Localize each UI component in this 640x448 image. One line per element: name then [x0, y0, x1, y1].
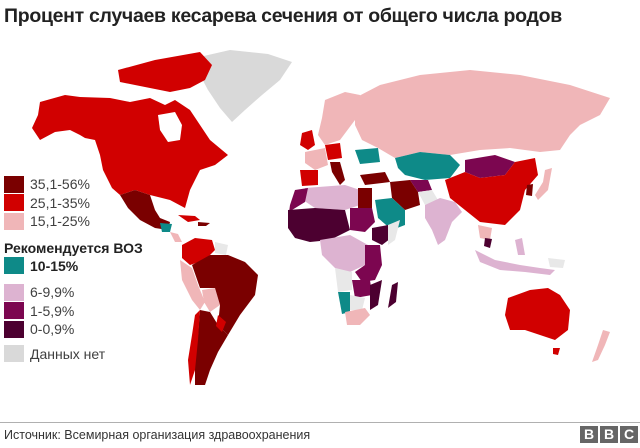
bbc-logo-letter: B: [580, 426, 598, 443]
region-west-africa[interactable]: [288, 208, 350, 242]
legend-item: 15,1-25%: [4, 212, 143, 231]
legend-item: 25,1-35%: [4, 194, 143, 213]
region-northern-europe[interactable]: [318, 92, 360, 145]
region-central-america-teal[interactable]: [160, 223, 172, 232]
region-central-asia[interactable]: [410, 180, 432, 192]
region-somalia[interactable]: [388, 220, 400, 245]
region-peru[interactable]: [180, 260, 205, 310]
region-madagascar[interactable]: [388, 282, 398, 308]
legend-swatch: [4, 345, 24, 363]
region-brazil[interactable]: [192, 255, 258, 335]
region-italy[interactable]: [330, 162, 345, 185]
legend-swatch: [4, 194, 24, 212]
legend-item: 0-0,9%: [4, 320, 143, 339]
legend-label: 15,1-25%: [30, 213, 90, 230]
legend-swatch: [4, 283, 24, 301]
region-botswana[interactable]: [350, 295, 365, 310]
legend-label: Данных нет: [30, 345, 106, 362]
legend-swatch: [4, 320, 24, 338]
source-text: Источник: Всемирная организация здравоох…: [4, 428, 311, 442]
region-china[interactable]: [445, 158, 538, 225]
region-greenland[interactable]: [195, 50, 292, 122]
bbc-logo-letter: B: [600, 426, 618, 443]
region-namibia[interactable]: [338, 292, 350, 314]
legend-item: 10-15%: [4, 257, 143, 276]
legend-swatch: [4, 212, 24, 230]
region-north-america[interactable]: [80, 97, 228, 208]
legend-label: 10-15%: [30, 257, 79, 274]
page-title: Процент случаев кесарева сечения от обще…: [4, 5, 562, 27]
region-north-africa[interactable]: [303, 185, 360, 210]
region-mozambique[interactable]: [370, 280, 382, 310]
world-map: [32, 50, 610, 385]
region-indonesia[interactable]: [475, 250, 555, 275]
legend-recommended-heading: Рекомендуется ВОЗ: [4, 239, 143, 256]
region-south-africa[interactable]: [345, 308, 370, 325]
region-central-africa[interactable]: [320, 235, 368, 272]
region-angola[interactable]: [335, 268, 352, 292]
region-zambia[interactable]: [352, 280, 372, 298]
region-guianas[interactable]: [215, 242, 228, 255]
region-canada-arctic[interactable]: [118, 52, 212, 92]
region-france[interactable]: [305, 148, 328, 170]
region-central-america[interactable]: [170, 232, 182, 242]
footer-divider: [0, 422, 640, 423]
region-india[interactable]: [425, 198, 462, 245]
region-morocco[interactable]: [288, 188, 308, 220]
region-germany[interactable]: [325, 143, 342, 160]
region-japan[interactable]: [535, 168, 552, 200]
legend-item: 35,1-56%: [4, 175, 143, 194]
region-afghanistan[interactable]: [418, 190, 438, 205]
region-southeast-asia[interactable]: [478, 225, 492, 240]
region-kazakhstan[interactable]: [395, 152, 460, 180]
legend-label: 35,1-56%: [30, 176, 90, 193]
legend-label: 6-9,9%: [30, 284, 75, 301]
region-russia[interactable]: [355, 70, 610, 158]
region-east-africa[interactable]: [355, 245, 382, 282]
legend-swatch: [4, 302, 24, 320]
legend-swatch: [4, 257, 24, 275]
legend-item: 6-9,9%: [4, 283, 143, 302]
legend-label: 1-5,9%: [30, 302, 75, 319]
region-australia[interactable]: [505, 288, 570, 340]
region-mongolia[interactable]: [465, 155, 515, 178]
region-korea[interactable]: [526, 184, 533, 196]
region-new-zealand[interactable]: [592, 330, 610, 362]
bbc-logo: B B C: [580, 426, 638, 443]
region-sudan[interactable]: [350, 208, 375, 232]
legend-item: 1-5,9%: [4, 302, 143, 321]
legend: 35,1-56% 25,1-35% 15,1-25% Рекомендуется…: [4, 175, 143, 363]
legend-swatch: [4, 175, 24, 193]
region-caribbean[interactable]: [178, 215, 200, 222]
bbc-logo-letter: C: [620, 426, 638, 443]
region-turkey[interactable]: [360, 172, 390, 185]
region-ukraine[interactable]: [355, 148, 380, 164]
region-spain[interactable]: [300, 170, 318, 186]
region-iran[interactable]: [390, 180, 420, 210]
region-bolivia[interactable]: [202, 288, 220, 312]
region-mexico[interactable]: [120, 190, 170, 230]
legend-label: 0-0,9%: [30, 321, 75, 338]
legend-label: 25,1-35%: [30, 194, 90, 211]
region-alaska[interactable]: [32, 95, 80, 140]
legend-item: Данных нет: [4, 345, 143, 364]
region-uk[interactable]: [300, 130, 315, 150]
region-egypt[interactable]: [358, 188, 372, 208]
